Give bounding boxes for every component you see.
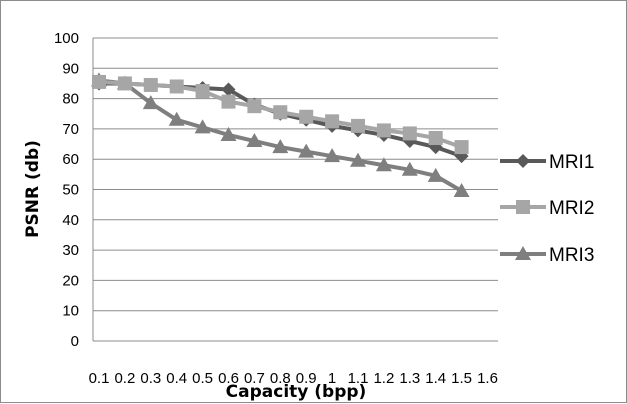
legend-marker: [515, 246, 531, 260]
data-point: [195, 84, 210, 99]
legend-entry-mri3: MRI3: [500, 245, 594, 266]
x-tick-label: 1.5: [451, 370, 472, 387]
y-tick-label: 30: [62, 242, 79, 259]
data-point: [376, 123, 391, 138]
y-tick-label: 10: [62, 303, 79, 320]
data-point: [325, 114, 340, 129]
x-tick-label: 0.4: [166, 370, 187, 387]
legend-entry-mri2: MRI2: [500, 198, 594, 219]
x-tick-label: 0.8: [270, 370, 291, 387]
data-point: [299, 109, 314, 124]
x-tick-label: 1.1: [348, 370, 369, 387]
legend-label: MRI2: [549, 198, 594, 219]
data-point: [246, 133, 263, 148]
data-point: [453, 183, 470, 198]
data-point: [247, 99, 262, 114]
data-point: [454, 140, 469, 155]
x-tick-label: 1.3: [399, 370, 420, 387]
x-tick-label: 0.1: [89, 370, 110, 387]
data-point: [298, 143, 315, 158]
data-point: [427, 167, 444, 182]
x-tick-label: 0.5: [192, 370, 213, 387]
data-point: [92, 74, 106, 89]
data-point: [142, 95, 159, 110]
y-axis-title: PSNR (db): [23, 140, 43, 238]
y-tick-label: 40: [62, 212, 79, 229]
data-point: [428, 130, 443, 145]
x-tick-label: 0.2: [114, 370, 135, 387]
x-tick-label: 0.7: [244, 370, 265, 387]
y-tick-labels: 0 10 20 30 40 50 60 70 80 90 100: [54, 30, 79, 350]
legend-label: MRI1: [549, 152, 594, 173]
data-point: [375, 157, 392, 172]
data-point: [273, 105, 288, 120]
data-point: [168, 111, 185, 126]
y-tick-label: 0: [71, 333, 79, 350]
x-tick-label: 1.2: [373, 370, 394, 387]
legend-marker: [516, 200, 530, 214]
y-tick-label: 80: [62, 91, 79, 108]
y-tick-label: 70: [62, 121, 79, 138]
data-point: [351, 118, 365, 133]
data-point: [117, 76, 132, 91]
data-point: [221, 82, 236, 97]
legend: MRI1 MRI2 MRI3: [500, 152, 594, 266]
data-point: [143, 77, 158, 92]
legend-label: MRI3: [549, 245, 594, 266]
series-mri2: [92, 74, 469, 155]
data-point: [401, 161, 418, 176]
x-tick-label: 0.9: [296, 370, 317, 387]
y-tick-label: 20: [62, 272, 79, 289]
x-tick-labels: 0.1 0.2 0.3 0.4 0.5 0.6 0.7 0.8 0.9 1 1.1 1.2 1.3 1.4…: [89, 370, 498, 387]
data-point: [169, 79, 184, 94]
y-tick-label: 90: [62, 60, 79, 77]
data-point: [350, 152, 366, 167]
data-point: [221, 94, 236, 109]
y-tick-label: 50: [62, 182, 79, 199]
series-lines: [91, 72, 470, 198]
x-tick-label: 1.6: [477, 370, 498, 387]
data-point: [220, 126, 237, 141]
x-tick-label: 0.3: [140, 370, 161, 387]
x-tick-label: 0.6: [218, 370, 239, 387]
data-point: [324, 148, 341, 163]
x-tick-label: 1: [328, 370, 336, 387]
legend-marker: [516, 154, 530, 168]
legend-entry-mri1: MRI1: [500, 152, 594, 173]
y-tick-label: 100: [54, 30, 79, 47]
y-tick-label: 60: [62, 151, 79, 168]
data-point: [272, 139, 289, 154]
x-tick-label: 1.4: [425, 370, 446, 387]
data-point: [402, 126, 417, 141]
x-axis-title: Capacity (bpp): [226, 382, 367, 402]
data-point: [194, 119, 211, 134]
